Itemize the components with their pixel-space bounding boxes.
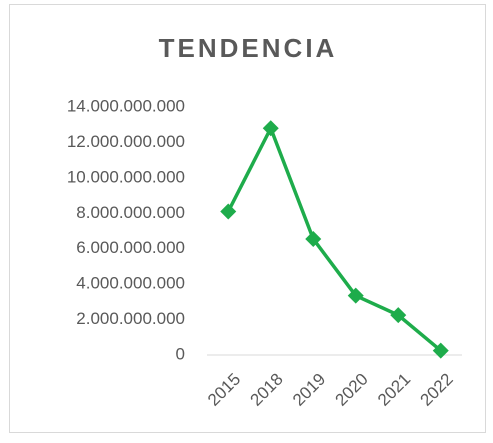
data-point bbox=[305, 230, 322, 247]
data-point bbox=[262, 120, 279, 137]
data-point bbox=[220, 203, 237, 220]
chart-frame bbox=[9, 4, 486, 433]
y-tick-label: 2.000.000.000 bbox=[76, 309, 185, 328]
y-tick-label: 10.000.000.000 bbox=[67, 167, 185, 186]
y-tick-label: 8.000.000.000 bbox=[76, 203, 185, 222]
y-tick-label: 4.000.000.000 bbox=[76, 274, 185, 293]
data-point bbox=[347, 287, 364, 304]
y-tick-label: 14.000.000.000 bbox=[67, 96, 185, 115]
y-tick-label: 6.000.000.000 bbox=[76, 238, 185, 257]
y-tick-label: 12.000.000.000 bbox=[67, 132, 185, 151]
chart-title: TENDENCIA bbox=[159, 33, 338, 63]
data-point bbox=[390, 307, 407, 324]
y-tick-label: 0 bbox=[176, 344, 185, 363]
data-point bbox=[432, 342, 449, 359]
data-line bbox=[226, 126, 442, 352]
